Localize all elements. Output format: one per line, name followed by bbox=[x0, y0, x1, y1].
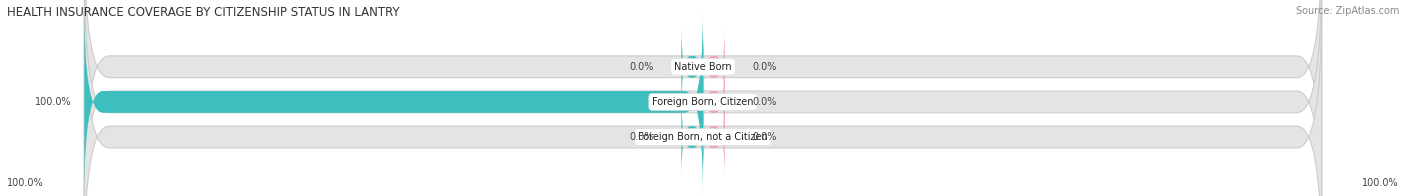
Text: 100.0%: 100.0% bbox=[1362, 178, 1399, 188]
Text: 100.0%: 100.0% bbox=[35, 97, 72, 107]
Text: 0.0%: 0.0% bbox=[628, 132, 654, 142]
Text: 0.0%: 0.0% bbox=[752, 62, 778, 72]
FancyBboxPatch shape bbox=[703, 60, 724, 144]
FancyBboxPatch shape bbox=[682, 95, 703, 179]
Text: Foreign Born, not a Citizen: Foreign Born, not a Citizen bbox=[638, 132, 768, 142]
Text: Foreign Born, Citizen: Foreign Born, Citizen bbox=[652, 97, 754, 107]
Text: 0.0%: 0.0% bbox=[628, 62, 654, 72]
FancyBboxPatch shape bbox=[703, 25, 724, 109]
Text: Source: ZipAtlas.com: Source: ZipAtlas.com bbox=[1295, 6, 1399, 16]
Text: 100.0%: 100.0% bbox=[7, 178, 44, 188]
Text: 0.0%: 0.0% bbox=[752, 97, 778, 107]
FancyBboxPatch shape bbox=[84, 7, 703, 196]
Text: HEALTH INSURANCE COVERAGE BY CITIZENSHIP STATUS IN LANTRY: HEALTH INSURANCE COVERAGE BY CITIZENSHIP… bbox=[7, 6, 399, 19]
FancyBboxPatch shape bbox=[84, 0, 1322, 196]
Text: 0.0%: 0.0% bbox=[752, 132, 778, 142]
FancyBboxPatch shape bbox=[682, 25, 703, 109]
FancyBboxPatch shape bbox=[703, 95, 724, 179]
FancyBboxPatch shape bbox=[84, 7, 1322, 196]
Text: Native Born: Native Born bbox=[675, 62, 731, 72]
FancyBboxPatch shape bbox=[84, 0, 1322, 196]
